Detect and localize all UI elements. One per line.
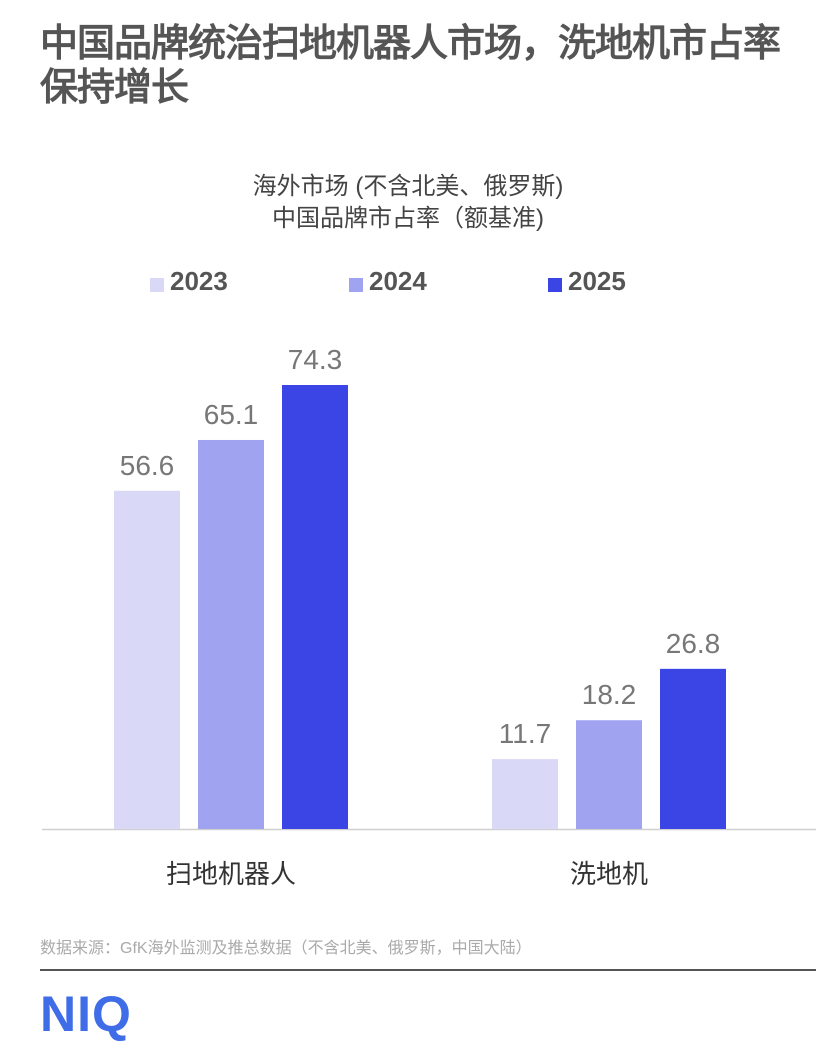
legend-swatch [548, 277, 562, 292]
bar-2025-0 [282, 385, 348, 829]
legend-item-2025: 2025 [548, 266, 626, 297]
legend-swatch [150, 277, 164, 292]
data-label: 11.7 [499, 718, 551, 749]
source-note: 数据来源：GfK海外监测及推总数据（不含北美、俄罗斯，中国大陆） [40, 940, 532, 957]
data-label: 74.3 [288, 344, 343, 375]
legend-swatch [349, 277, 363, 292]
bar-2024-1 [576, 720, 642, 829]
legend-label: 2023 [170, 266, 228, 296]
category-label: 洗地机 [570, 859, 648, 889]
bar-2024-0 [198, 439, 264, 829]
data-label: 18.2 [582, 679, 637, 710]
legend-label: 2024 [369, 266, 427, 296]
legend-label: 2025 [568, 266, 626, 296]
data-label: 56.6 [120, 450, 175, 481]
bar-2025-1 [660, 668, 726, 829]
chart-title-line1: 海外市场 (不含北美、俄罗斯) [252, 173, 564, 200]
legend-item-2023: 2023 [150, 266, 228, 297]
page-title: 中国品牌统治扫地机器人市场，洗地机市占率保持增长 [40, 23, 781, 109]
niq-logo: NIQ [40, 986, 132, 1042]
data-label: 65.1 [204, 399, 259, 430]
divider [40, 969, 816, 971]
chart-title-line2: 中国品牌市占率（额基准) [272, 205, 544, 232]
data-label: 26.8 [666, 628, 721, 659]
bar-2023-1 [492, 759, 558, 829]
legend-item-2024: 2024 [349, 266, 427, 297]
bar-2023-0 [114, 490, 180, 829]
bar-chart: 56.6 65.1 74.3 扫地机器人 11.7 18.2 26.8 洗地机 [42, 344, 816, 889]
category-label: 扫地机器人 [166, 859, 296, 889]
